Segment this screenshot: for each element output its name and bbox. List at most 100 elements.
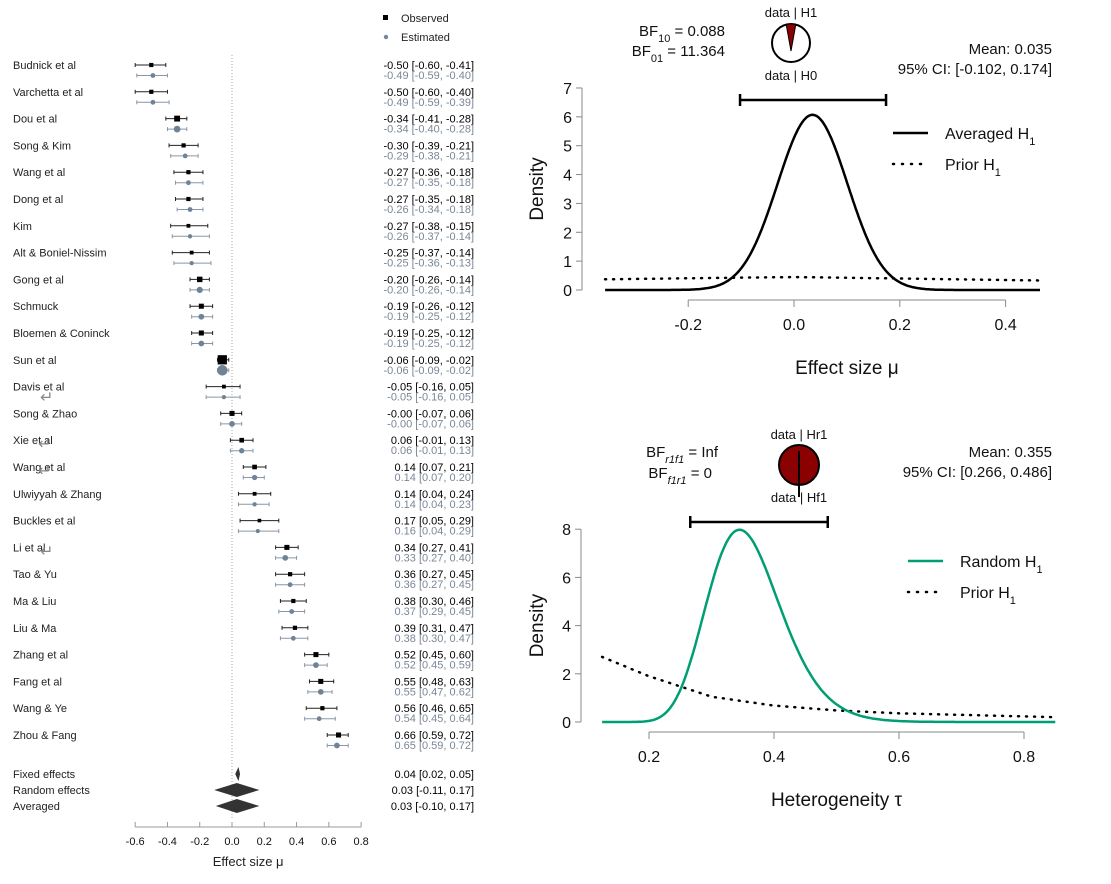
study-label: Fang et al [13, 676, 62, 688]
pooled-label: Averaged [13, 801, 60, 813]
pie-bottom-label: data | H0 [765, 68, 818, 83]
pie-top-label: data | Hr1 [771, 427, 828, 442]
bf-r1f1-sub: r1f1 [665, 454, 684, 466]
study-label: Dong et al [13, 194, 63, 206]
study-row: Li et al 0.34 [0.27, 0.41]0.33 [0.27, 0.4… [13, 542, 474, 564]
estimated-value-text: 0.38 [0.30, 0.47] [394, 633, 474, 645]
mean-text: Mean: 0.355 [969, 444, 1052, 461]
study-label: Wang & Ye [13, 703, 67, 715]
estimated-point [289, 609, 295, 614]
estimated-value-text: -0.05 [-0.16, 0.05] [387, 392, 474, 404]
study-label: Zhang et al [13, 650, 68, 662]
observed-value-text: 0.34 [0.27, 0.41] [394, 542, 474, 554]
legend-prior-label: Prior H [960, 585, 1010, 602]
study-label: Ma & Liu [13, 596, 56, 608]
x-tick-label: 0.8 [1013, 749, 1035, 766]
y-tick-label: 0 [562, 715, 571, 732]
study-row: Kim -0.27 [-0.38, -0.15]-0.26 [-0.37, -0.… [13, 221, 474, 243]
x-tick-label: -0.6 [126, 836, 145, 848]
observed-point [196, 276, 203, 283]
observed-point [186, 196, 191, 202]
observed-value-text: 0.36 [0.27, 0.45] [394, 569, 474, 581]
return-arrow-icon: ↵ [38, 461, 51, 480]
estimated-point [187, 234, 193, 239]
x-tick-label: 0.6 [888, 749, 910, 766]
estimated-value-text: -0.25 [-0.36, -0.13] [384, 258, 475, 270]
legend-posterior-label: Averaged H [945, 126, 1029, 143]
observed-value-text: -0.30 [-0.39, -0.21] [384, 140, 475, 152]
observed-point [292, 625, 298, 630]
y-axis-title: Density [527, 593, 548, 657]
estimated-point [182, 153, 188, 159]
legend-prior-sub: 1 [995, 167, 1001, 179]
estimated-value-text: 0.36 [0.27, 0.45] [394, 579, 474, 591]
study-row: Fang et al 0.55 [0.48, 0.63]0.55 [0.47, 0… [13, 676, 474, 698]
observed-value-text: 0.66 [0.59, 0.72] [394, 730, 474, 742]
observed-value-text: -0.27 [-0.38, -0.15] [384, 221, 475, 233]
estimated-point [189, 260, 194, 266]
estimated-point [316, 716, 322, 722]
estimated-value-text: -0.00 [-0.07, 0.06] [387, 418, 474, 430]
x-tick-label: 0.2 [889, 317, 911, 334]
estimated-value-text: -0.26 [-0.37, -0.14] [384, 231, 475, 243]
study-label: Liu & Ma [13, 623, 57, 635]
observed-point [320, 706, 325, 711]
pooled-label: Random effects [13, 785, 90, 797]
legend-prior-text: Prior H1 [960, 585, 1016, 607]
x-tick-label: 0.0 [783, 317, 805, 334]
forest-plot: Observed Estimated Budnick et al -0.50 [-0.… [13, 13, 475, 869]
observed-point [284, 544, 290, 550]
y-tick-label: 4 [563, 168, 572, 185]
return-arrow-icon: ↵ [40, 388, 53, 407]
estimated-point [221, 394, 227, 400]
posterior-curve [605, 113, 1040, 292]
study-label: Gong et al [13, 274, 64, 286]
study-label: Song & Kim [13, 140, 71, 152]
estimated-point [217, 365, 228, 376]
bf10-value: = 0.088 [670, 23, 725, 40]
y-tick-label: 4 [562, 619, 571, 636]
pie-chart [771, 23, 811, 63]
return-arrow-icon: ↵ [38, 434, 51, 453]
observed-point [198, 303, 204, 309]
observed-point [229, 410, 235, 416]
estimated-value-text: 0.55 [0.47, 0.62] [394, 686, 474, 698]
legend-observed-marker [383, 15, 388, 20]
estimated-value-text: 0.06 [-0.01, 0.13] [391, 445, 474, 457]
observed-value-text: 0.39 [0.31, 0.47] [394, 623, 474, 635]
observed-value-text: 0.06 [-0.01, 0.13] [391, 435, 474, 447]
observed-point [313, 652, 319, 658]
bf-r1f1-label: BF [646, 444, 665, 461]
observed-point [257, 518, 262, 523]
heterogeneity-posterior-panel: 0 2 4 6 8 Density 0.2 0.4 0.6 0.8 Heterogeneity τ R… [527, 427, 1057, 811]
estimated-value-text: -0.19 [-0.25, -0.12] [384, 311, 475, 323]
observed-value-text: -0.27 [-0.35, -0.18] [384, 194, 475, 206]
study-label: Alt & Boniel-Nissim [13, 248, 107, 260]
pooled-label: Fixed effects [13, 769, 76, 781]
study-label: Dou et al [13, 114, 57, 126]
observed-point [318, 678, 324, 684]
pie-bottom-label: data | Hf1 [771, 490, 827, 505]
estimated-point [239, 448, 245, 454]
estimated-value-text: 0.37 [0.29, 0.45] [394, 606, 474, 618]
estimated-point [334, 742, 340, 749]
ci-text: 95% CI: [0.266, 0.486] [903, 464, 1052, 481]
posterior-curve [602, 528, 1056, 724]
estimated-point [187, 207, 193, 212]
observed-point [149, 89, 154, 94]
bf10-label: BF [639, 23, 658, 40]
observed-value-text: -0.19 [-0.26, -0.12] [384, 301, 475, 313]
study-row: Dong et al -0.27 [-0.35, -0.18]-0.26 [-0.… [13, 194, 474, 216]
x-tick-label: 0.4 [994, 317, 1016, 334]
y-tick-label: 6 [562, 570, 571, 587]
x-tick-label: -0.2 [190, 836, 209, 848]
bf-r1f1-value: = Inf [684, 444, 719, 461]
y-tick-label: 0 [563, 283, 572, 300]
study-label: Zhou & Fang [13, 730, 77, 742]
estimated-point [150, 99, 156, 105]
bf01-label: BF [632, 43, 651, 60]
x-tick-label: 0.2 [257, 836, 272, 848]
observed-value-text: -0.50 [-0.60, -0.41] [384, 60, 475, 72]
estimated-point [287, 582, 293, 588]
